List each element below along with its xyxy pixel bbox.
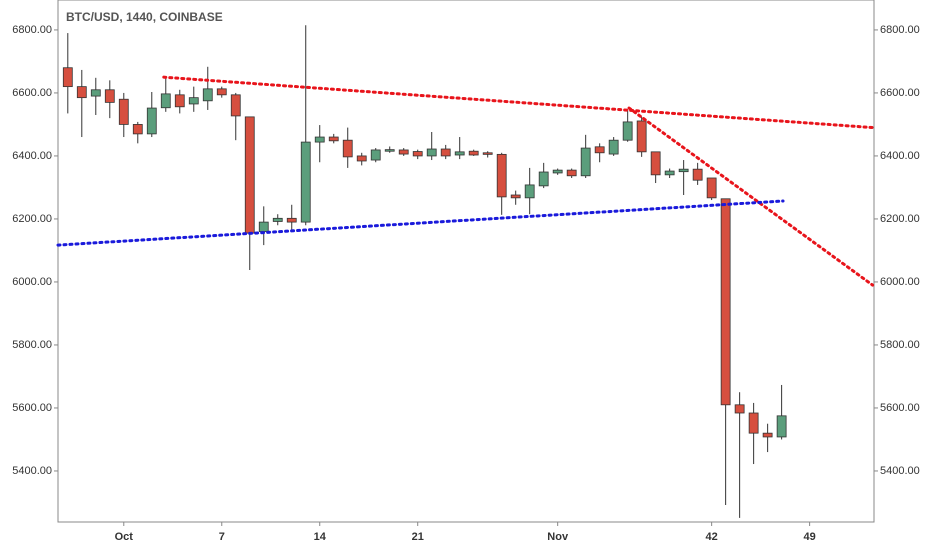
candle-body [174,94,185,108]
candle-body [90,89,101,97]
y-tick-label: 5600.00 [12,402,52,414]
candle-body [706,177,717,199]
y2-tick-label: 6800.00 [880,24,920,36]
candle-body [300,141,311,223]
candle-body [524,184,535,199]
candle-body [650,151,661,176]
candle-body [314,136,325,143]
plot-frame [57,0,875,523]
candle-body [384,149,395,152]
candle-body [230,94,241,117]
candle-body [734,404,745,414]
y-tick-label: 6000.00 [12,276,52,288]
trend-line [162,75,875,130]
candle-body [132,124,143,135]
candle-body [188,97,199,105]
candle-body [454,151,465,156]
candle-body [258,221,269,232]
candle-body [426,148,437,157]
candle-body [692,168,703,181]
y-tick-label: 6200.00 [12,213,52,225]
candle-body [118,98,129,125]
candle-body [216,88,227,96]
candle-body [244,116,255,234]
candle-body [566,169,577,177]
y2-tick-label: 5800.00 [880,339,920,351]
candle-body [510,194,521,199]
x-tick-label: 7 [219,531,225,543]
candle-body [328,136,339,142]
y2-tick-label: 5600.00 [880,402,920,414]
y2-tick-label: 6600.00 [880,87,920,99]
candle-body [482,152,493,155]
candle-body [678,168,689,173]
y2-tick-label: 6200.00 [880,213,920,225]
candle-body [608,139,619,155]
candle-body [440,148,451,157]
candle-body [594,146,605,154]
candle-body [356,155,367,162]
y-tick-label: 6600.00 [12,87,52,99]
candle-body [272,217,283,222]
candle-body [496,153,507,198]
candle-body [468,150,479,156]
candle-body [76,86,87,99]
trend-line [627,106,875,287]
candle-body [286,217,297,223]
candle-body [160,93,171,109]
x-tick-label: Oct [115,531,134,543]
candle-body [398,149,409,155]
trend-line [56,199,785,247]
candle-body [412,151,423,157]
x-tick-label: 14 [314,531,327,543]
candle-body [580,147,591,177]
chart-title: BTC/USD, 1440, COINBASE [66,10,223,24]
candle-body [622,121,633,141]
candle-body [664,170,675,176]
candle-body [146,107,157,135]
y2-tick-label: 5400.00 [880,465,920,477]
candle-body [538,171,549,187]
candle-body [720,198,731,406]
candle-body [62,67,73,88]
y2-tick-label: 6400.00 [880,150,920,162]
candle-body [104,89,115,103]
x-tick-label: Nov [547,531,569,543]
candle-body [762,432,773,438]
candle-body [370,149,381,161]
candle-body [202,88,213,102]
candle-body [748,412,759,434]
candle-body [776,415,787,438]
y-tick-label: 6400.00 [12,150,52,162]
y-tick-label: 5800.00 [12,339,52,351]
candle-body [342,139,353,158]
y2-tick-label: 6000.00 [880,276,920,288]
candle-body [552,169,563,174]
x-tick-label: 42 [706,531,718,543]
candle-body [636,120,647,153]
x-tick-label: 21 [412,531,424,543]
y-tick-label: 5400.00 [12,465,52,477]
x-tick-label: 49 [803,531,815,543]
y-tick-label: 6800.00 [12,24,52,36]
